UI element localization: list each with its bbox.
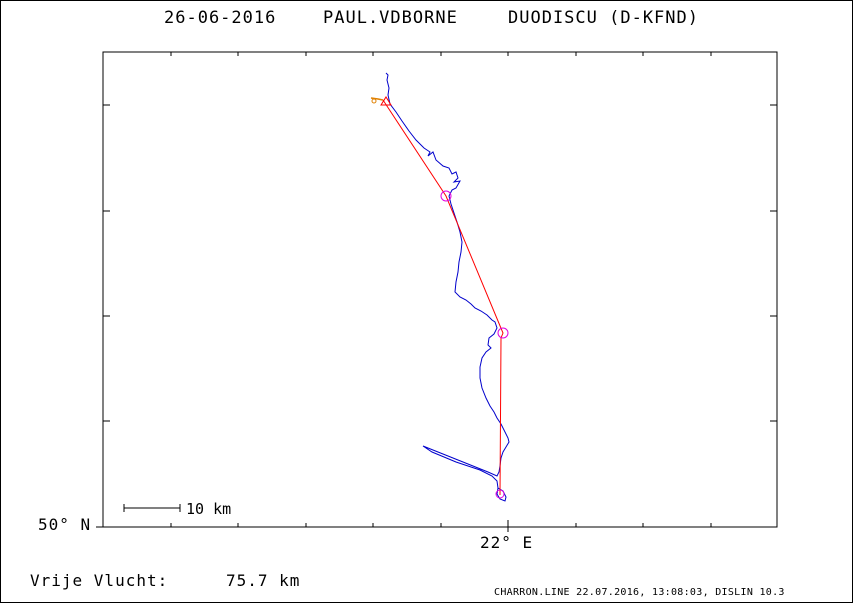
longitude-label: 22° E (480, 533, 534, 552)
scale-bar (123, 504, 181, 512)
scale-bar-label: 10 km (186, 500, 232, 518)
distance-caption: Vrije Vlucht: (30, 571, 169, 590)
glider-name: DUODISCU (D-KFND) (508, 8, 699, 28)
pilot-name: PAUL.VDBORNE (323, 8, 458, 28)
turnpoint-2 (497, 327, 509, 339)
start-marker (371, 98, 377, 104)
axis-ticks (96, 52, 777, 532)
start-leg (370, 97, 384, 101)
footer-note: CHARRON.LINE 22.07.2016, 13:08:03, DISLI… (494, 587, 785, 598)
turnpoint-1 (440, 190, 452, 202)
task-line (382, 99, 504, 496)
finish-marker (495, 489, 505, 499)
flight-date: 26-06-2016 (164, 8, 277, 28)
plot-frame (102, 51, 778, 528)
start-triangle (380, 96, 392, 106)
latitude-label: 50° N (38, 515, 92, 534)
distance-value: 75.7 km (226, 571, 301, 590)
flight-track (385, 72, 510, 502)
